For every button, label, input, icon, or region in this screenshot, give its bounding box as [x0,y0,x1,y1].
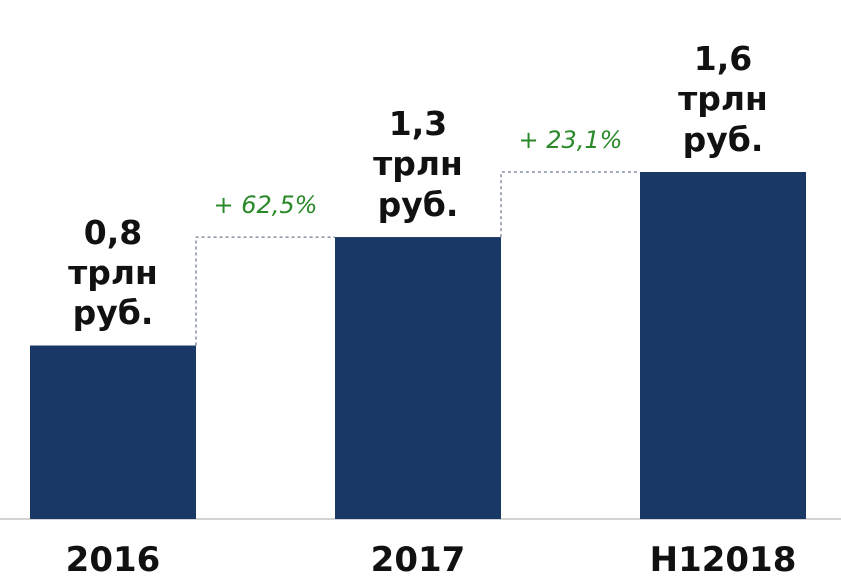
connector [195,236,335,346]
bar [335,237,501,519]
bar [30,345,196,519]
growth-annotation: + 23,1% [518,126,623,154]
x-tick-label: 2017 [370,540,466,578]
bar [640,172,806,519]
value-label: 1,3 трлн руб. [373,104,463,224]
value-label: 1,6 трлн руб. [678,39,768,159]
x-tick-label: H12018 [649,540,797,578]
growth-annotation: + 62,5% [213,191,318,220]
x-tick-label: 2016 [65,540,161,578]
connector [500,171,640,238]
value-label: 0,8 трлн руб. [68,212,158,333]
